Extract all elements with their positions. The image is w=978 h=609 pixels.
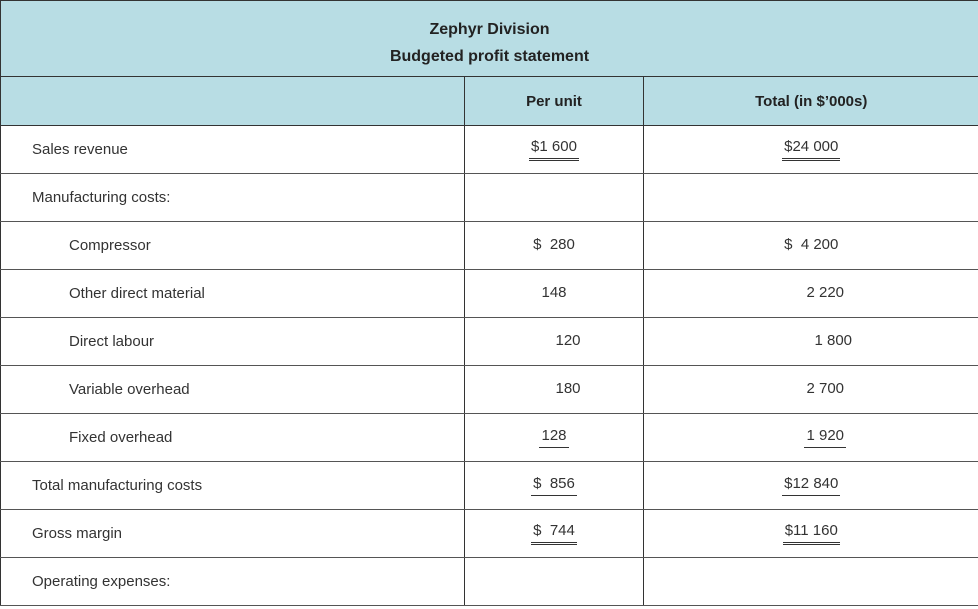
- row-label: Sales revenue: [0, 125, 465, 174]
- per-unit-value: $ 744: [531, 522, 577, 545]
- header-per-unit: Per unit: [464, 76, 644, 126]
- row-manufacturing-costs: Manufacturing costs:: [0, 173, 978, 222]
- per-unit-value: $1 600: [529, 138, 579, 161]
- per-unit-value: 148: [541, 283, 567, 301]
- row-label: Variable overhead: [0, 365, 465, 414]
- row-label: Operating expenses:: [0, 557, 465, 606]
- total-value: 2 700: [806, 379, 845, 397]
- per-unit-value: $ 856: [531, 475, 577, 496]
- row-label: Compressor: [0, 221, 465, 270]
- total-value: $11 160: [782, 522, 840, 545]
- total-value: $ 4 200: [784, 235, 839, 253]
- statement-subtitle: Budgeted profit statement: [389, 48, 590, 65]
- per-unit-value: 128: [539, 427, 569, 448]
- row-label: Other direct material: [0, 269, 465, 318]
- row-total-manufacturing-costs: Total manufacturing costs $ 856 $12 840: [0, 461, 978, 510]
- statement-title-band: Zephyr Division Budgeted profit statemen…: [0, 0, 978, 76]
- row-sales-revenue: Sales revenue $1 600 $24 000: [0, 125, 978, 174]
- header-row: Per unit Total (in $’000s): [0, 76, 978, 126]
- per-unit-value: [552, 199, 556, 202]
- row-direct-labour: Direct labour 120 1 800: [0, 317, 978, 366]
- row-other-direct-material: Other direct material 148 2 220: [0, 269, 978, 318]
- total-value: $24 000: [782, 138, 841, 161]
- total-value: $12 840: [782, 475, 841, 496]
- row-label: Fixed overhead: [0, 413, 465, 462]
- header-label-column: [0, 76, 465, 126]
- total-value: [809, 199, 813, 202]
- row-operating-expenses: Operating expenses:: [0, 557, 978, 606]
- total-value: [809, 583, 813, 586]
- total-value: 1 920: [804, 427, 847, 448]
- per-unit-value: 180: [555, 379, 581, 397]
- row-gross-margin: Gross margin $ 744 $11 160: [0, 509, 978, 558]
- row-fixed-overhead: Fixed overhead 128 1 920: [0, 413, 978, 462]
- total-value: 1 800: [814, 331, 853, 349]
- row-compressor: Compressor $ 280 $ 4 200: [0, 221, 978, 270]
- header-total: Total (in $’000s): [643, 76, 978, 126]
- total-value: 2 220: [806, 283, 845, 301]
- per-unit-value: $ 280: [533, 235, 575, 253]
- row-label: Manufacturing costs:: [0, 173, 465, 222]
- per-unit-value: 120: [555, 331, 581, 349]
- per-unit-value: [552, 583, 556, 586]
- statement-table: Per unit Total (in $’000s) Sales revenue…: [0, 76, 978, 606]
- row-label: Direct labour: [0, 317, 465, 366]
- row-label: Gross margin: [0, 509, 465, 558]
- division-title: Zephyr Division: [429, 21, 550, 38]
- row-variable-overhead: Variable overhead 180 2 700: [0, 365, 978, 414]
- row-label: Total manufacturing costs: [0, 461, 465, 510]
